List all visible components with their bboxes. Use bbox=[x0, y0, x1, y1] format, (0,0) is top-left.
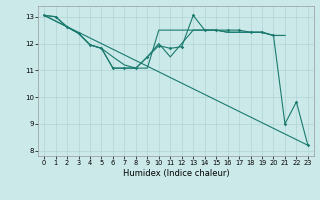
X-axis label: Humidex (Indice chaleur): Humidex (Indice chaleur) bbox=[123, 169, 229, 178]
